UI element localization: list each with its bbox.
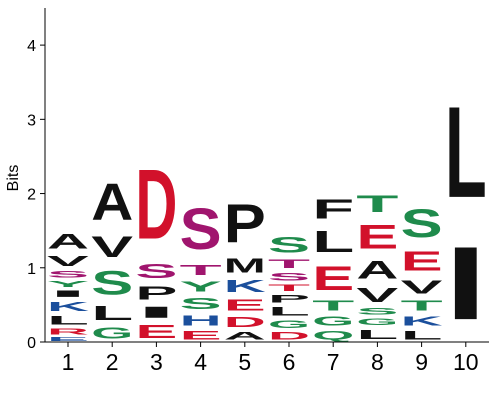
logo-letter: P <box>224 194 266 254</box>
logo-letter: V <box>47 253 90 269</box>
position-label: 8 <box>371 349 384 375</box>
logo-letter: T <box>268 257 310 270</box>
logo-letter: E <box>401 246 443 277</box>
logo-letter: A <box>356 256 398 284</box>
logo-letter: S <box>268 271 310 283</box>
logo-letter: T <box>356 190 398 217</box>
logo-letter: K <box>401 314 444 329</box>
x-axis: 1 2 3 4 5 6 7 8 9 10 <box>45 341 489 375</box>
logo-letter: I <box>47 289 89 299</box>
position-label: 7 <box>327 349 340 375</box>
position-label: 4 <box>194 349 207 375</box>
y-tick-label: 4 <box>27 38 36 55</box>
logo-letter: E <box>180 329 222 342</box>
position-label: 9 <box>415 349 428 375</box>
y-tick-label: 2 <box>27 187 36 204</box>
logo-letter: S <box>47 269 89 280</box>
logo-letter: H <box>180 312 222 328</box>
logo-letter: L <box>91 302 133 324</box>
logo-letter: K <box>224 277 266 296</box>
logo-letter: A <box>224 330 266 342</box>
logo-letter: V <box>401 277 443 298</box>
logo-letter: G <box>356 317 398 327</box>
logo-letter: R <box>47 327 89 336</box>
logo-letter: D <box>135 149 177 260</box>
logo-letter: P <box>135 283 177 304</box>
logo-letter: E <box>312 259 354 298</box>
logo-letter: T <box>312 297 354 313</box>
logo-letter: K <box>47 299 90 314</box>
logo-letter: A <box>47 229 89 253</box>
logo-letter: T <box>180 262 222 278</box>
logo-letter: L <box>312 225 354 259</box>
logo-letter: S <box>180 196 222 261</box>
logo-letter: L <box>47 314 89 327</box>
logo-letter: I <box>135 303 177 321</box>
logo-letter: Q <box>312 329 354 342</box>
logo-letter: L <box>445 81 487 226</box>
logo-letter: V <box>356 284 398 306</box>
logo-stacks: ERLKIYSVAGLSVAEIPSDEHSYTSADEKMPDGLPTSTSQ… <box>47 81 487 342</box>
logo-letter: Y <box>180 278 222 294</box>
logo-letter: S <box>180 294 222 312</box>
logo-letter: G <box>91 325 133 343</box>
y-tick-label: 0 <box>27 335 36 352</box>
logo-letter: S <box>356 306 398 317</box>
position-label: 5 <box>238 349 251 375</box>
logo-letter: G <box>268 319 310 331</box>
logo-letter: I <box>445 226 487 341</box>
logo-letter: V <box>91 231 133 263</box>
logo-letter: S <box>135 260 177 282</box>
y-axis-title: Bits <box>5 165 22 192</box>
logo-letter: T <box>401 297 443 313</box>
position-label: 10 <box>453 349 479 375</box>
logo-letter: S <box>91 263 133 302</box>
y-tick-label: 1 <box>27 261 36 278</box>
logo-letter: L <box>401 329 443 342</box>
logo-letter: A <box>91 172 133 230</box>
logo-letter: E <box>135 321 177 342</box>
y-tick-label: 3 <box>27 112 36 129</box>
logo-letter: T <box>268 283 310 293</box>
logo-letter: L <box>268 305 310 318</box>
logo-letter: F <box>312 194 354 225</box>
logo-letter: D <box>224 314 266 330</box>
logo-letter: Y <box>47 280 89 289</box>
position-label: 3 <box>150 349 163 375</box>
position-label: 1 <box>62 349 75 375</box>
logo-letter: P <box>268 293 310 305</box>
position-label: 2 <box>106 349 119 375</box>
position-label: 6 <box>283 349 296 375</box>
logo-letter: E <box>47 336 89 342</box>
logo-letter: G <box>312 314 354 329</box>
logo-letter: S <box>268 232 310 257</box>
logo-letter: E <box>224 296 266 314</box>
logo-letter: D <box>268 330 310 342</box>
y-axis: 0 1 2 3 4 <box>27 8 46 352</box>
logo-letter: E <box>356 217 398 256</box>
logo-letter: S <box>401 201 443 246</box>
logo-letter: L <box>356 327 398 342</box>
logo-letter: M <box>224 255 266 277</box>
